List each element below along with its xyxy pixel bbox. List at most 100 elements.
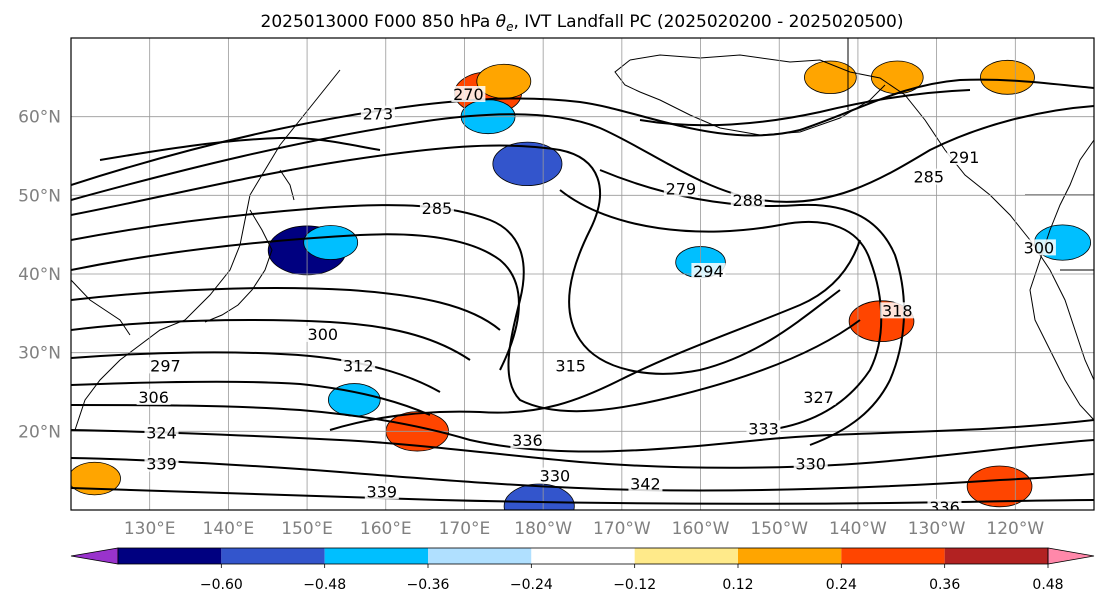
longitude-tick-label: 120°W bbox=[986, 519, 1044, 539]
title-suffix: , IVT Landfall PC (2025020200 - 20250205… bbox=[513, 12, 903, 32]
contour-label-bg bbox=[553, 357, 588, 374]
contour-label-bg bbox=[136, 388, 171, 405]
contour-label-bg bbox=[537, 467, 572, 484]
contour-label-bg bbox=[148, 357, 183, 374]
colorbar-extend-min bbox=[70, 547, 119, 565]
contour-label: 300 bbox=[1024, 238, 1055, 257]
colorbar-bin bbox=[841, 548, 945, 564]
colorbar-bin bbox=[944, 548, 1048, 564]
colorbar-tick-label: 0.24 bbox=[826, 577, 857, 593]
theta-e-contour bbox=[559, 189, 883, 429]
theta-e-contour bbox=[71, 457, 1094, 492]
pc-anomaly-patch bbox=[71, 461, 121, 496]
colorbar-extend-max bbox=[1047, 547, 1095, 565]
latitude-tick-label: 50°N bbox=[18, 186, 61, 206]
colorbar-bin bbox=[221, 548, 325, 564]
theta-e-contour bbox=[599, 169, 906, 446]
contour-label-bg bbox=[364, 483, 399, 500]
theta-e-contour bbox=[71, 144, 841, 375]
colorbar-bin bbox=[324, 548, 428, 564]
contour-label: 327 bbox=[803, 388, 834, 407]
pc-anomaly-patch bbox=[303, 225, 359, 260]
theta-e-contour bbox=[71, 204, 861, 413]
colorbar-bin bbox=[634, 548, 738, 564]
contour-label-bg bbox=[510, 432, 545, 449]
colorbar-tick-label: −0.48 bbox=[303, 577, 346, 593]
map-frame bbox=[70, 37, 1095, 511]
contour-label: 291 bbox=[949, 148, 980, 167]
title-subscript: e bbox=[506, 20, 513, 34]
theta-e-contour bbox=[71, 319, 471, 361]
colorbar-bin bbox=[118, 548, 222, 564]
theta-e-contour bbox=[71, 351, 441, 393]
contour-label: 288 bbox=[732, 191, 763, 210]
latitude-axis: 60°N 50°N 40°N 30°N 20°N bbox=[18, 108, 61, 443]
contour-label: 300 bbox=[308, 325, 339, 344]
contour-label: 339 bbox=[367, 482, 398, 501]
contour-label: 285 bbox=[422, 199, 453, 218]
colorbar-tick-label: 0.48 bbox=[1032, 577, 1063, 593]
map-area: 270 273 279 285 288 285 291 294 300 297 312 306 315 3… bbox=[70, 37, 1095, 511]
pc-anomaly-patch bbox=[980, 59, 1035, 95]
longitude-tick-label: 140°E bbox=[203, 519, 255, 539]
colorbar-tick-label: −0.60 bbox=[200, 577, 243, 593]
pc-anomaly-patch bbox=[804, 60, 857, 95]
theta-e-contour bbox=[639, 89, 971, 127]
contour-label: 336 bbox=[512, 431, 543, 450]
longitude-tick-label: 170°W bbox=[593, 519, 651, 539]
contour-label-bg bbox=[628, 475, 663, 492]
colorbar-tick-label: −0.12 bbox=[613, 577, 656, 593]
theta-e-contour bbox=[71, 105, 1094, 203]
pc-anomaly-patch bbox=[966, 465, 1033, 508]
longitude-tick-label: 140°W bbox=[829, 519, 887, 539]
contour-label: 324 bbox=[146, 423, 177, 442]
theta-e-contour bbox=[71, 78, 1094, 186]
alaska-coastline bbox=[614, 54, 1094, 381]
contour-label-bg bbox=[880, 302, 915, 319]
longitude-tick-label: 150°W bbox=[750, 519, 808, 539]
title-theta: θ bbox=[496, 12, 507, 32]
contour-label-bg bbox=[360, 105, 395, 122]
contour-label: 285 bbox=[913, 168, 944, 187]
contour-label-bg bbox=[911, 168, 946, 185]
theta-e-contour bbox=[71, 287, 501, 331]
contour-label: 318 bbox=[882, 301, 913, 320]
contour-label-bg bbox=[746, 420, 781, 437]
contour-label-bg bbox=[419, 200, 454, 217]
colorbar-tick-label: −0.36 bbox=[407, 577, 450, 593]
colorbar-bin bbox=[428, 548, 532, 564]
theta-e-contour bbox=[71, 429, 1094, 469]
contour-label: 297 bbox=[150, 356, 181, 375]
colorbar-bin bbox=[531, 548, 635, 564]
contour-label: 273 bbox=[363, 105, 394, 124]
longitude-tick-label: 130°W bbox=[908, 519, 966, 539]
theta-e-contour bbox=[71, 380, 431, 416]
contour-label: 312 bbox=[343, 356, 374, 375]
north-america-coastline bbox=[1029, 139, 1094, 421]
coastline-layer bbox=[71, 38, 1094, 431]
longitude-tick-label: 160°W bbox=[672, 519, 730, 539]
contour-label-bg bbox=[144, 424, 179, 441]
longitude-tick-label: 180°W bbox=[514, 519, 572, 539]
contour-label: 279 bbox=[666, 179, 697, 198]
longitude-tick-label: 150°E bbox=[281, 519, 333, 539]
colorbar-tick-label: 0.36 bbox=[929, 577, 960, 593]
contour-label: 342 bbox=[630, 474, 661, 493]
colorbar-tick-label: −0.24 bbox=[510, 577, 553, 593]
latitude-tick-label: 40°N bbox=[18, 265, 61, 285]
contour-label-bg bbox=[451, 86, 486, 102]
contour-label-bg bbox=[663, 180, 698, 197]
contour-label-bg bbox=[144, 455, 179, 472]
theta-e-contour bbox=[71, 487, 1094, 505]
contour-label-bg bbox=[305, 325, 340, 342]
contour-label: 339 bbox=[146, 455, 177, 474]
contour-label: 315 bbox=[555, 356, 586, 375]
theta-e-contour bbox=[329, 239, 861, 431]
longitude-tick-label: 160°E bbox=[360, 519, 412, 539]
contour-label-bg bbox=[801, 388, 836, 405]
contour-label: 294 bbox=[693, 262, 724, 281]
contour-label: 333 bbox=[748, 419, 779, 438]
latitude-tick-label: 60°N bbox=[18, 108, 61, 128]
contour-labels: 270 273 279 285 288 285 291 294 300 297 312 306 315 3… bbox=[136, 85, 1056, 510]
